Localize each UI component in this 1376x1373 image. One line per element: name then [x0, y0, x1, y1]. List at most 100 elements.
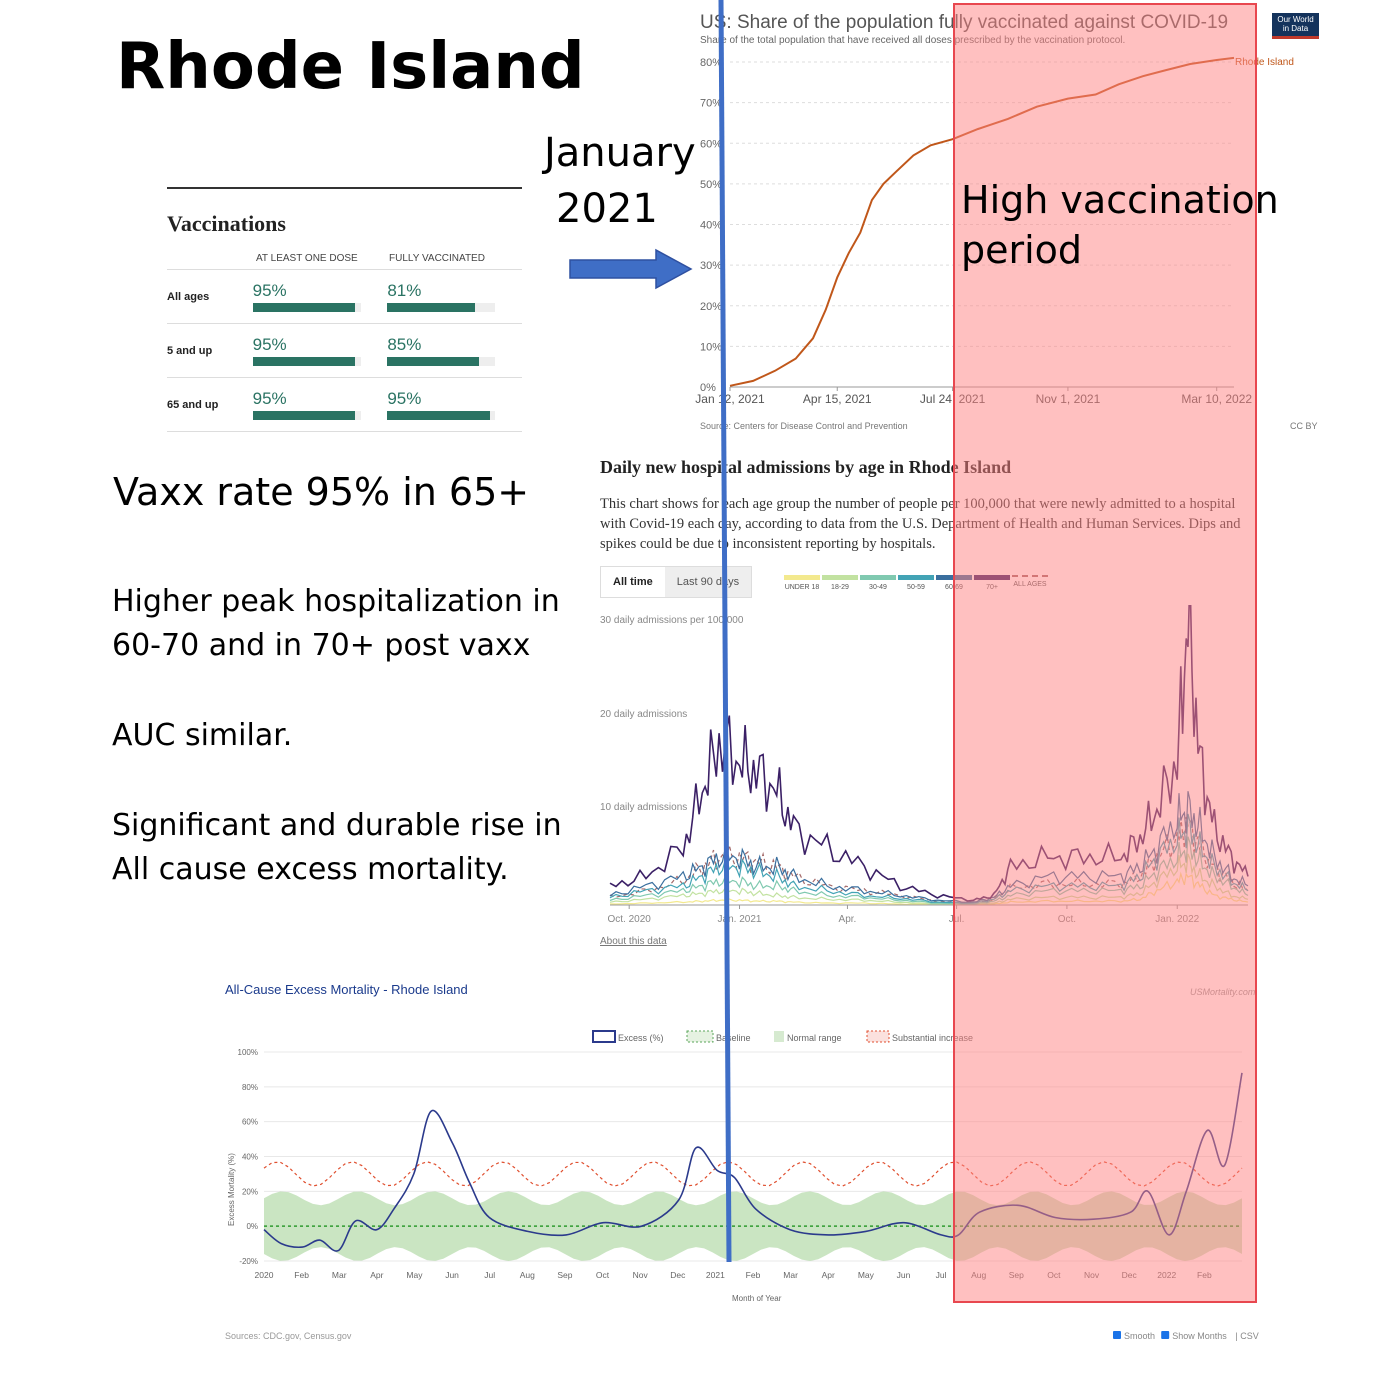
vaccinations-card: Vaccinations AT LEAST ONE DOSE FULLY VAC…: [167, 187, 522, 432]
mort-title: All-Cause Excess Mortality - Rhode Islan…: [225, 982, 468, 997]
hosp-legend-swatch: [898, 575, 934, 580]
mort-ytick: 80%: [242, 1083, 258, 1092]
owid-source: Source: Centers for Disease Control and …: [700, 421, 908, 431]
owid-ytick: 30%: [700, 260, 722, 272]
mort-xtick: 2021: [706, 1270, 725, 1280]
mort-ylabel: Excess Mortality (%): [227, 1153, 236, 1226]
high-vax-line2: period: [961, 228, 1083, 272]
vax-full-bar-bg: [387, 303, 496, 312]
vax-full-bar: [387, 357, 480, 366]
vax-cell-one-dose: 95%: [252, 389, 388, 420]
mort-legend-swatch: [774, 1031, 784, 1042]
owid-ytick: 10%: [700, 341, 722, 353]
vax-one-dose-value: 95%: [252, 389, 287, 408]
note-peak-line1: Higher peak hospitalization in: [112, 584, 560, 619]
january-2021-marker-line: [718, 0, 732, 1263]
col-one-dose: AT LEAST ONE DOSE: [256, 253, 358, 264]
vax-one-dose-bar-bg: [252, 411, 361, 420]
hosp-xtick: Apr.: [839, 914, 857, 925]
owid-subtitle: Share of the total population that have …: [700, 35, 1125, 46]
hosp-ylabel-30: 30 daily admissions per 100,000: [600, 615, 744, 626]
vax-cell-one-dose: 95%: [252, 335, 388, 366]
owid-ytick: 70%: [700, 98, 722, 110]
vax-full-bar-bg: [387, 411, 496, 420]
owid-xtick: Apr 15, 2021: [803, 392, 872, 406]
vax-one-dose-bar-bg: [252, 357, 361, 366]
mort-xtick: Mar: [332, 1270, 347, 1280]
vaccinations-header: AT LEAST ONE DOSE FULLY VACCINATED: [167, 253, 522, 270]
vax-full-value: 95%: [387, 389, 422, 408]
vax-row-label: All ages: [167, 290, 210, 303]
hosp-ylabel-10: 10 daily admissions: [600, 802, 687, 813]
owid-ytick: 60%: [700, 138, 722, 150]
mort-xtick: Nov: [633, 1270, 649, 1280]
vax-full-bar: [387, 411, 490, 420]
note-mortality: Significant and durable rise in All caus…: [112, 804, 562, 892]
vax-row-label: 5 and up: [167, 344, 213, 357]
hosp-legend-label: UNDER 18: [784, 584, 820, 591]
mort-xtick: Feb: [746, 1270, 761, 1280]
vax-row: All ages 95% 81%: [167, 270, 522, 324]
high-vaccination-label: High vaccination period: [961, 175, 1279, 275]
vaccinations-title: Vaccinations: [167, 211, 286, 236]
owid-logo-line2: in Data: [1282, 24, 1309, 33]
hosp-legend-item: 18-29: [822, 575, 858, 591]
mort-legend-label: Baseline: [716, 1033, 751, 1043]
hosp-legend-label: 30-49: [869, 584, 887, 591]
vax-row: 65 and up 95% 95%: [167, 378, 522, 432]
tab-all-time[interactable]: All time: [601, 567, 665, 597]
hospital-chart-title: Daily new hospital admissions by age in …: [600, 457, 1012, 477]
january-label: January: [544, 130, 696, 176]
mort-xtick: Jul: [936, 1270, 947, 1280]
footer-show_months: Show Months: [1172, 1331, 1227, 1341]
owid-ytick: 80%: [700, 57, 722, 69]
mort-ytick: 20%: [242, 1187, 258, 1196]
mort-xtick: Mar: [783, 1270, 798, 1280]
owid-ytick: 50%: [700, 179, 722, 191]
high-vax-line1: High vaccination: [961, 178, 1279, 222]
owid-ytick: 40%: [700, 220, 722, 232]
mort-ytick: 0%: [246, 1222, 258, 1231]
mort-xtick: Jul: [484, 1270, 495, 1280]
note-peak: Higher peak hospitalization in 60-70 and…: [112, 580, 560, 668]
mort-legend-label: Substantial increase: [892, 1033, 973, 1043]
mort-substantial-increase-line: [263, 1161, 1243, 1187]
vax-cell-full: 81%: [387, 281, 522, 312]
mort-xtick: May: [406, 1270, 423, 1280]
slide-title: Rhode Island: [116, 30, 585, 104]
about-this-data-link[interactable]: About this data: [600, 936, 667, 947]
hosp-legend-swatch: [784, 575, 820, 580]
checkbox-checked-icon[interactable]: [1113, 1331, 1121, 1339]
vax-one-dose-bar: [252, 411, 356, 420]
mort-ytick: 40%: [242, 1153, 258, 1162]
hosp-xtick: Jan. 2021: [718, 914, 762, 925]
csv-link[interactable]: | CSV | ▲: [1235, 1331, 1260, 1341]
note-mortality-line2: All cause excess mortality.: [112, 852, 509, 887]
hosp-legend-swatch: [860, 575, 896, 580]
mort-ytick: -20%: [239, 1257, 258, 1266]
january-year-label: 2021: [556, 186, 658, 232]
vax-one-dose-value: 95%: [252, 281, 287, 300]
mort-legend-swatch: [592, 1030, 616, 1043]
col-fully: FULLY VACCINATED: [389, 253, 485, 264]
mort-xtick: Oct: [596, 1270, 610, 1280]
checkbox-checked-icon[interactable]: [1161, 1331, 1170, 1339]
note-peak-line2: 60-70 and in 70+ post vaxx: [112, 628, 531, 663]
mort-xtick: Aug: [520, 1270, 535, 1280]
mort-xtick: 2020: [255, 1270, 274, 1280]
mort-xtick: Jun: [445, 1270, 459, 1280]
owid-logo-line1: Our World: [1277, 15, 1314, 24]
mort-legend-label: Normal range: [787, 1033, 842, 1043]
hosp-xtick: Oct. 2020: [608, 914, 652, 925]
high-vaccination-highlight: [953, 3, 1257, 1303]
arrow-right-icon: [569, 248, 693, 290]
tab-last-90-days[interactable]: Last 90 days: [676, 576, 740, 588]
mort-xtick: Apr: [370, 1270, 383, 1280]
vax-cell-full: 85%: [387, 335, 522, 366]
mort-xtick: Feb: [294, 1270, 309, 1280]
owid-ytick: 20%: [700, 301, 722, 313]
note-auc: AUC similar.: [112, 718, 293, 753]
mort-ytick: 100%: [238, 1048, 258, 1057]
vax-full-bar: [387, 303, 475, 312]
vax-full-value: 81%: [387, 281, 422, 300]
